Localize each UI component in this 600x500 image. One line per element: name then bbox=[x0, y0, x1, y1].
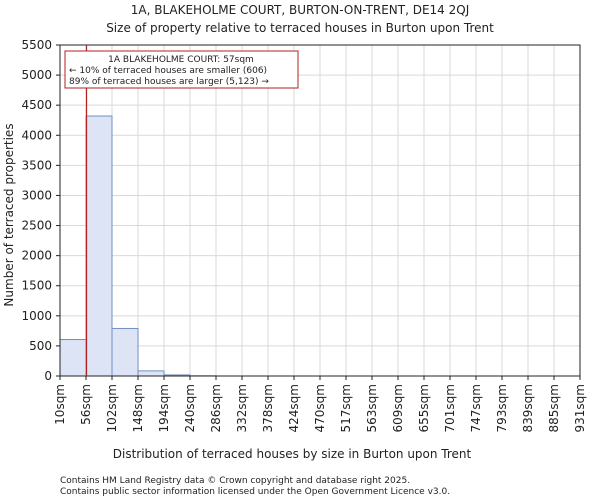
y-axis-label: Number of terraced properties bbox=[2, 123, 16, 306]
y-tick-label: 4000 bbox=[21, 128, 52, 142]
histogram-bar bbox=[59, 339, 87, 377]
x-tick-label: 148sqm bbox=[131, 384, 145, 432]
y-tick-labels: 0 500 1000 1500 2000 2500 3000 3500 4000 4500 5000… bbox=[21, 38, 60, 383]
x-tick-label: 609sqm bbox=[391, 384, 405, 432]
x-tick-label: 839sqm bbox=[521, 384, 535, 432]
x-axis-label: Distribution of terraced houses by size … bbox=[113, 447, 472, 461]
y-tick-label: 4500 bbox=[21, 98, 52, 112]
y-tick-label: 5500 bbox=[21, 38, 52, 52]
annotation-line1: 1A BLAKEHOLME COURT: 57sqm bbox=[108, 55, 254, 65]
x-tick-label: 885sqm bbox=[547, 384, 561, 432]
chart-title-line1: 1A, BLAKEHOLME COURT, BURTON-ON-TRENT, D… bbox=[131, 3, 470, 17]
x-tick-label: 10sqm bbox=[53, 384, 67, 425]
x-tick-label: 517sqm bbox=[339, 384, 353, 432]
y-tick-label: 3500 bbox=[21, 158, 52, 172]
x-tick-label: 56sqm bbox=[79, 384, 93, 425]
x-tick-label: 194sqm bbox=[157, 384, 171, 432]
annotation-line3: 89% of terraced houses are larger (5,123… bbox=[69, 77, 269, 87]
y-tick-label: 500 bbox=[29, 339, 52, 353]
y-tick-label: 3000 bbox=[21, 188, 52, 202]
grid-lines bbox=[59, 44, 581, 377]
y-tick-label: 2000 bbox=[21, 249, 52, 263]
x-tick-label: 102sqm bbox=[105, 384, 119, 432]
x-tick-label: 931sqm bbox=[573, 384, 587, 432]
histogram-bar bbox=[137, 370, 165, 377]
footer-line2: Contains public sector information licen… bbox=[60, 487, 450, 497]
x-tick-label: 470sqm bbox=[313, 384, 327, 432]
histogram-bar bbox=[85, 115, 113, 377]
footer-line1: Contains HM Land Registry data © Crown c… bbox=[60, 476, 410, 486]
x-tick-label: 563sqm bbox=[365, 384, 379, 432]
x-tick-label: 286sqm bbox=[209, 384, 223, 432]
y-tick-label: 2500 bbox=[21, 219, 52, 233]
x-tick-label: 793sqm bbox=[495, 384, 509, 432]
annotation-frame bbox=[64, 50, 299, 89]
x-tick-label: 701sqm bbox=[443, 384, 457, 432]
chart-title-line2: Size of property relative to terraced ho… bbox=[106, 21, 494, 35]
x-tick-label: 424sqm bbox=[287, 384, 301, 432]
x-tick-labels: 10sqm 56sqm 102sqm 148sqm 194sqm 240sqm 286sqm… bbox=[53, 376, 587, 432]
annotation-box: 1A BLAKEHOLME COURT: 57sqm ← 10% of terr… bbox=[64, 50, 299, 89]
x-tick-label: 240sqm bbox=[183, 384, 197, 432]
annotation-line2: ← 10% of terraced houses are smaller (60… bbox=[69, 66, 267, 76]
bar-series bbox=[59, 115, 217, 377]
x-tick-label: 378sqm bbox=[261, 384, 275, 432]
y-tick-label: 1000 bbox=[21, 309, 52, 323]
y-tick-label: 5000 bbox=[21, 68, 52, 82]
y-tick-label: 0 bbox=[44, 369, 52, 383]
x-tick-label: 332sqm bbox=[235, 384, 249, 432]
y-tick-label: 1500 bbox=[21, 279, 52, 293]
x-tick-label: 747sqm bbox=[469, 384, 483, 432]
x-tick-label: 655sqm bbox=[417, 384, 431, 432]
histogram-bar bbox=[111, 327, 139, 377]
